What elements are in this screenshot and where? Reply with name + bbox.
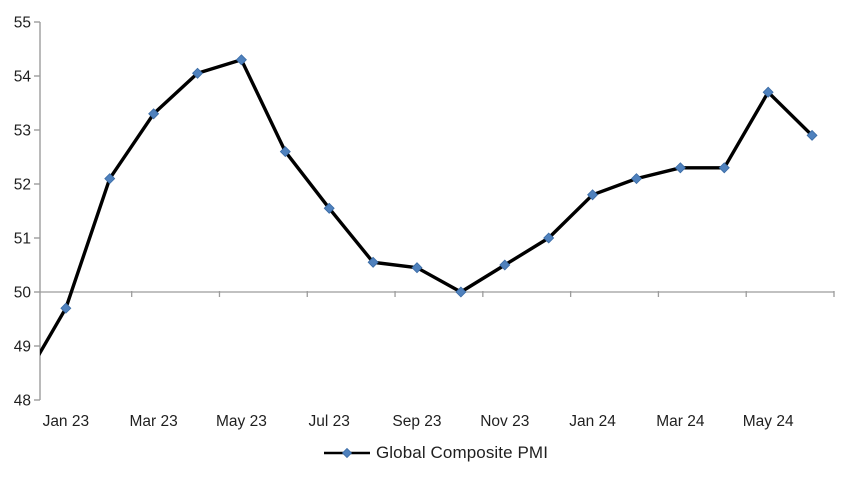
- data-point-marker: [762, 86, 774, 98]
- x-axis-label: May 24: [743, 413, 794, 430]
- y-axis-label: 51: [14, 231, 31, 248]
- y-axis-label: 50: [14, 285, 32, 302]
- x-axis-label: Jan 24: [569, 413, 616, 430]
- data-point-marker: [192, 67, 204, 79]
- data-point-marker: [60, 302, 72, 314]
- data-point-marker: [148, 108, 160, 120]
- series-global-composite-pmi: [17, 54, 818, 389]
- y-axis-label: 53: [14, 123, 31, 140]
- x-axis: [40, 291, 835, 297]
- data-point-marker: [323, 202, 335, 214]
- data-point-marker: [674, 162, 686, 174]
- y-axis-label: 48: [14, 393, 31, 410]
- data-point-marker: [806, 129, 818, 141]
- legend-label: Global Composite PMI: [375, 443, 549, 462]
- x-axis-label: Nov 23: [480, 413, 529, 430]
- data-point-marker: [718, 162, 730, 174]
- y-axis-labels: 48 49 50 51 52 53 54 55: [14, 15, 32, 410]
- y-axis-label: 54: [14, 69, 32, 86]
- y-axis-label: 49: [14, 339, 31, 356]
- data-point-marker: [587, 189, 599, 201]
- x-axis-label: Mar 23: [130, 413, 178, 430]
- x-axis-label: Sep 23: [392, 413, 441, 430]
- data-point-marker: [104, 173, 116, 185]
- x-axis-label: May 23: [216, 413, 267, 430]
- data-point-marker: [367, 256, 379, 268]
- y-axis-label: 55: [14, 15, 31, 32]
- x-axis-label: Jan 23: [43, 413, 90, 430]
- data-point-marker: [17, 379, 27, 389]
- data-point-marker: [630, 173, 642, 185]
- legend-diamond-icon: [341, 447, 353, 459]
- y-axis-label: 52: [14, 177, 31, 194]
- legend-line-marker-sample: [323, 447, 370, 459]
- chart-legend: Global Composite PMI: [0, 443, 852, 463]
- data-point-marker: [455, 286, 467, 298]
- data-point-marker: [411, 262, 423, 274]
- data-point-marker: [235, 54, 247, 66]
- x-axis-labels: Jan 23 Mar 23 May 23 Jul 23 Sep 23 Nov 23 Jan …: [43, 413, 794, 430]
- x-axis-label: Jul 23: [309, 413, 350, 430]
- data-point-marker: [279, 146, 291, 158]
- data-point-marker: [499, 259, 511, 271]
- pmi-line: [40, 58, 814, 357]
- y-axis: [34, 21, 41, 401]
- x-axis-label: Mar 24: [656, 413, 705, 430]
- data-point-marker: [543, 232, 555, 244]
